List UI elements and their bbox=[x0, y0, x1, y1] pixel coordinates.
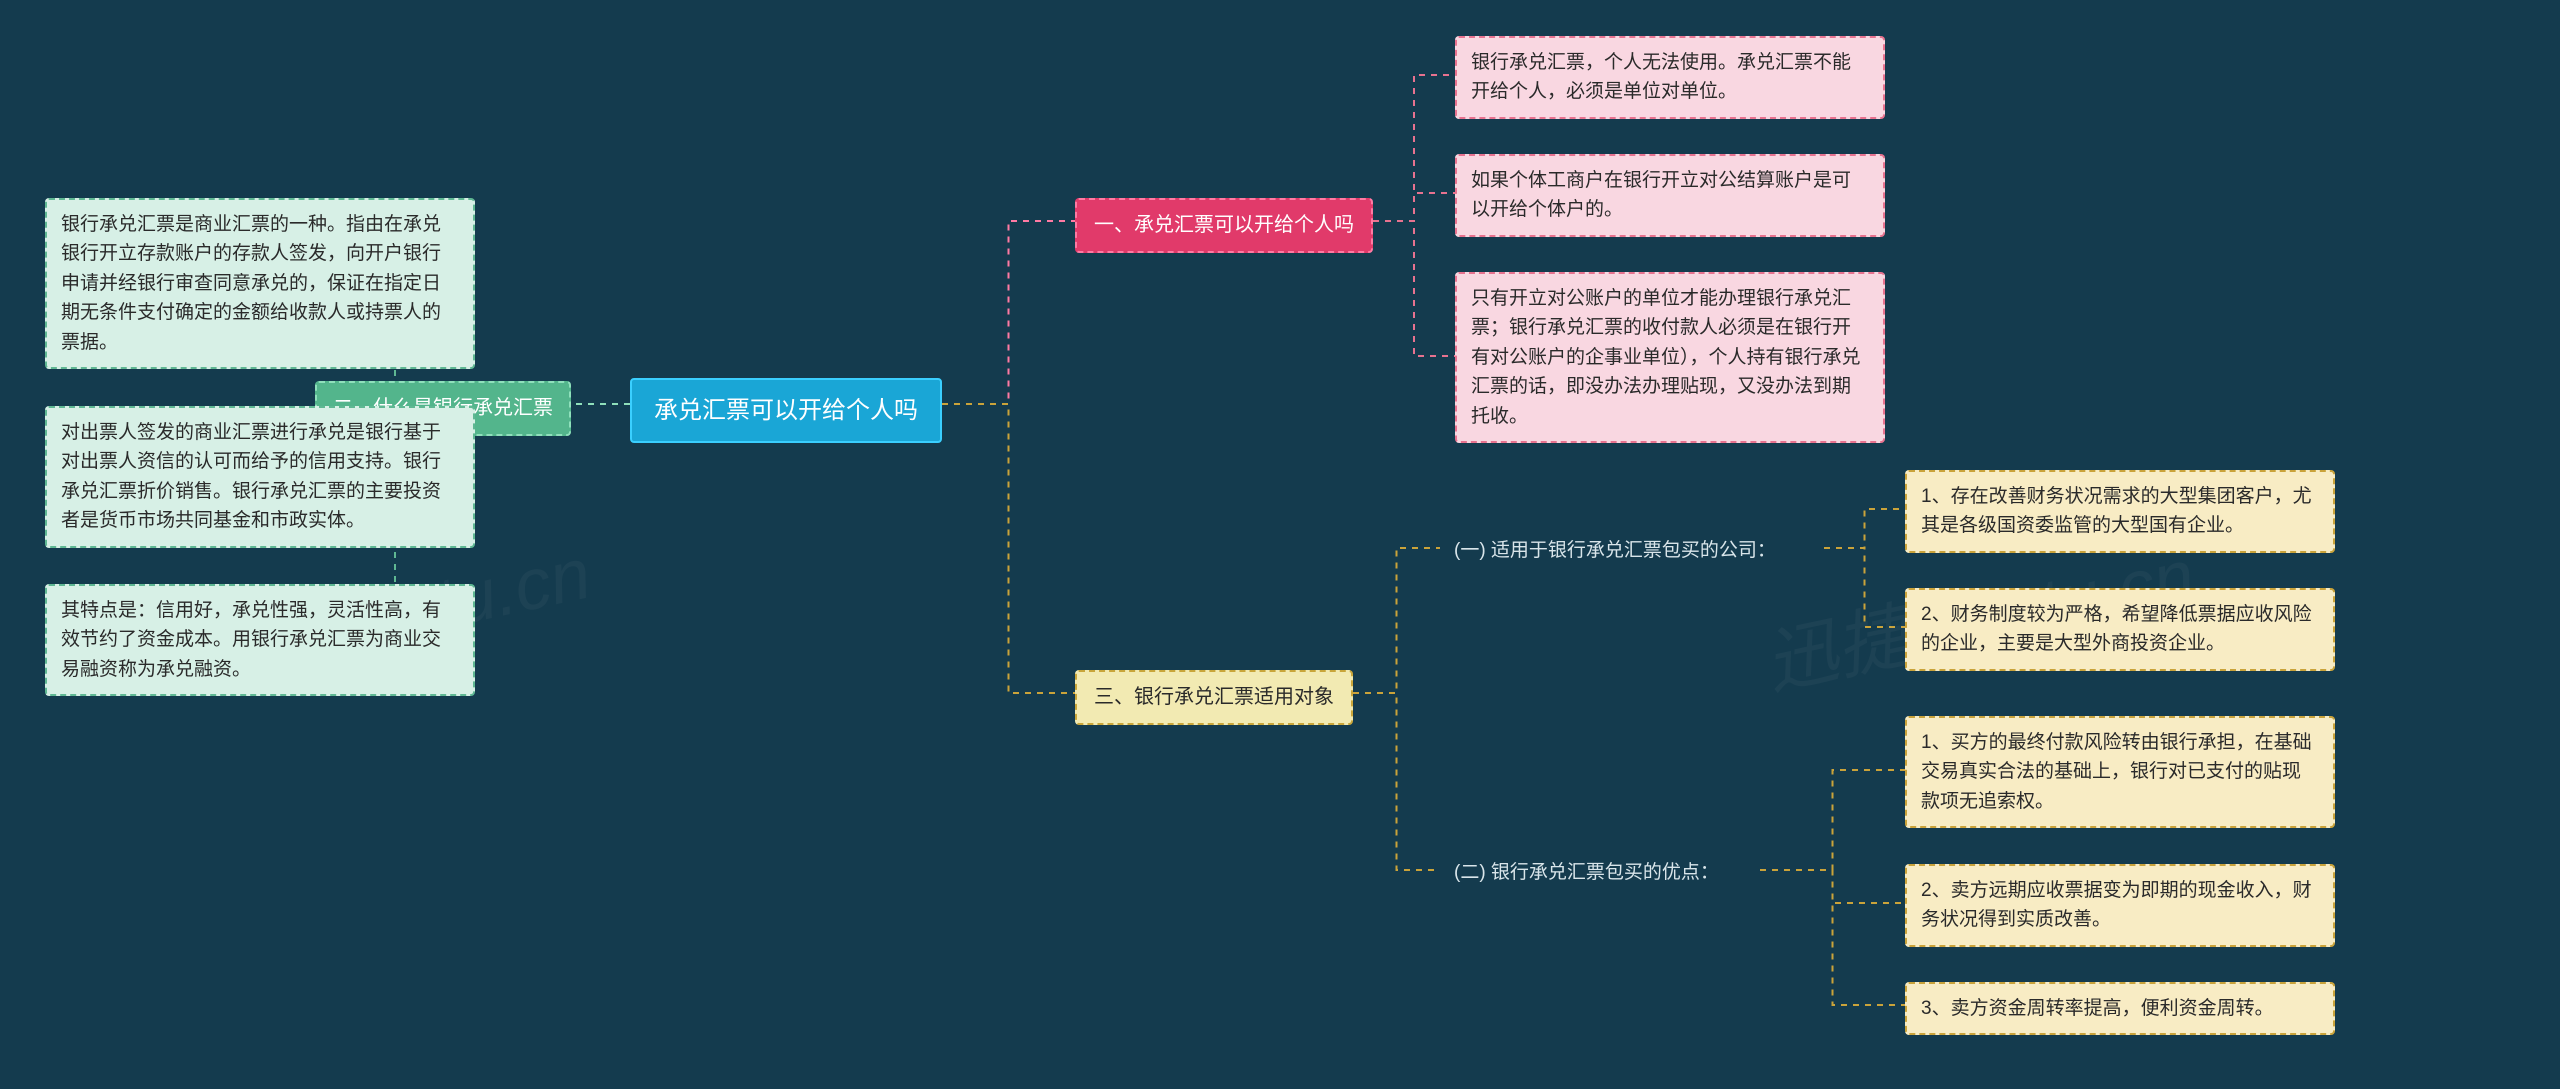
connector bbox=[942, 221, 1075, 404]
branch-3-sub-1-leaf-2[interactable]: 2、财务制度较为严格，希望降低票据应收风险的企业，主要是大型外商投资企业。 bbox=[1905, 588, 2335, 671]
root-node[interactable]: 承兑汇票可以开给个人吗 bbox=[630, 378, 942, 443]
connector bbox=[1760, 870, 1905, 903]
connector bbox=[942, 404, 1075, 693]
connector bbox=[1373, 193, 1455, 221]
connector bbox=[1373, 221, 1455, 356]
branch-1-leaf-3[interactable]: 只有开立对公账户的单位才能办理银行承兑汇票；银行承兑汇票的收付款人必须是在银行开… bbox=[1455, 272, 1885, 443]
branch-3[interactable]: 三、银行承兑汇票适用对象 bbox=[1075, 670, 1353, 725]
branch-3-sub-1[interactable]: (一) 适用于银行承兑汇票包买的公司： bbox=[1440, 526, 1824, 575]
connector bbox=[1353, 548, 1440, 693]
branch-3-sub-1-leaf-1[interactable]: 1、存在改善财务状况需求的大型集团客户，尤其是各级国资委监管的大型国有企业。 bbox=[1905, 470, 2335, 553]
branch-3-sub-2[interactable]: (二) 银行承兑汇票包买的优点： bbox=[1440, 848, 1760, 897]
branch-2-leaf-1[interactable]: 银行承兑汇票是商业汇票的一种。指由在承兑银行开立存款账户的存款人签发，向开户银行… bbox=[45, 198, 475, 369]
connector bbox=[1760, 770, 1905, 870]
connector bbox=[1824, 548, 1905, 627]
branch-2-leaf-2[interactable]: 对出票人签发的商业汇票进行承兑是银行基于对出票人资信的认可而给予的信用支持。银行… bbox=[45, 406, 475, 548]
branch-3-sub-2-leaf-1[interactable]: 1、买方的最终付款风险转由银行承担，在基础交易真实合法的基础上，银行对已支付的贴… bbox=[1905, 716, 2335, 828]
connector bbox=[1760, 870, 1905, 1005]
branch-3-sub-2-leaf-2[interactable]: 2、卖方远期应收票据变为即期的现金收入，财务状况得到实质改善。 bbox=[1905, 864, 2335, 947]
branch-2-leaf-3[interactable]: 其特点是：信用好，承兑性强，灵活性高，有效节约了资金成本。用银行承兑汇票为商业交… bbox=[45, 584, 475, 696]
branch-1[interactable]: 一、承兑汇票可以开给个人吗 bbox=[1075, 198, 1373, 253]
branch-1-leaf-2[interactable]: 如果个体工商户在银行开立对公结算账户是可以开给个体户的。 bbox=[1455, 154, 1885, 237]
branch-3-sub-2-leaf-3[interactable]: 3、卖方资金周转率提高，便利资金周转。 bbox=[1905, 982, 2335, 1035]
connector bbox=[1373, 75, 1455, 221]
connector bbox=[1824, 509, 1905, 548]
branch-1-leaf-1[interactable]: 银行承兑汇票，个人无法使用。承兑汇票不能开给个人，必须是单位对单位。 bbox=[1455, 36, 1885, 119]
connector bbox=[1353, 693, 1440, 870]
